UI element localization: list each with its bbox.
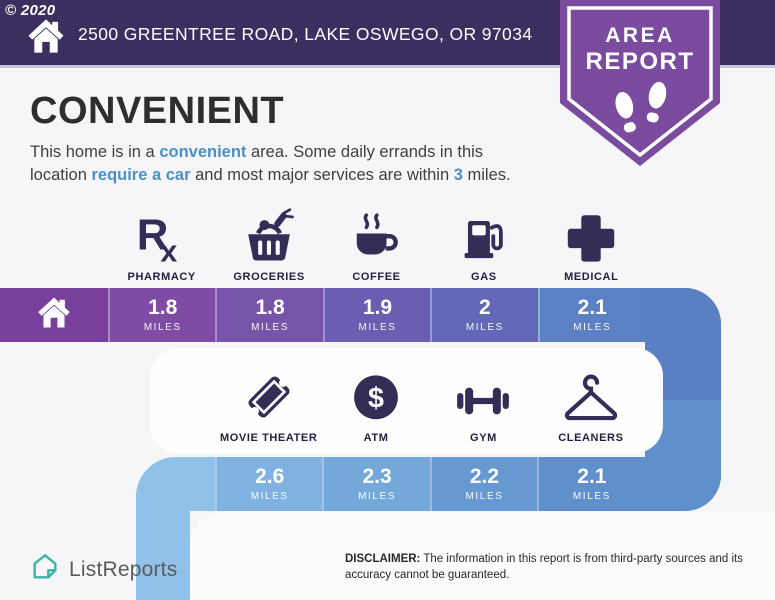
disclaimer-text: The information in this report is from t… (345, 553, 743, 582)
movie-ticket-icon (240, 368, 298, 426)
svg-text:$: $ (368, 382, 384, 414)
disclaimer: DISCLAIMER: The information in this repo… (345, 551, 753, 583)
amenity-atm: $ ATM (322, 360, 429, 444)
distance-cell-gas: 2 MILES (430, 288, 538, 342)
amenity-movie-theater: MOVIE THEATER (215, 360, 322, 444)
amenity-coffee: COFFEE (323, 203, 430, 283)
svg-text:x: x (160, 235, 177, 265)
bar-home-cell (0, 288, 108, 342)
amenity-groceries: GROCERIES (215, 203, 322, 283)
badge-title-area: AREA (605, 24, 675, 47)
coffee-cup-icon (348, 207, 404, 265)
svg-text:R: R (136, 211, 168, 260)
footer-card (190, 513, 775, 600)
badge-title-report: REPORT (585, 48, 695, 75)
amenity-icon-row-2: MOVIE THEATER $ ATM GYM (215, 360, 645, 444)
distance-cell-movie-theater: 2.6 MILES (215, 457, 323, 511)
pharmacy-rx-icon: R x (135, 207, 189, 265)
amenity-gas: GAS (430, 203, 537, 283)
property-address: 2500 GREENTREE ROAD, LAKE OSWEGO, OR 970… (78, 23, 533, 44)
desc-highlight-convenient: convenient (159, 143, 247, 161)
footprints-icon (615, 81, 667, 133)
desc-seg: and most major services are within (190, 166, 454, 185)
hanger-icon (561, 368, 621, 426)
distance-bar-1: 1.8 MILES 1.8 MILES 1.9 MILES 2 MILES 2.… (0, 288, 721, 342)
gym-dumbbell-icon (453, 368, 513, 426)
area-report-badge: AREA REPORT (556, 0, 724, 172)
page-title: CONVENIENT (30, 90, 285, 132)
desc-seg: miles. (462, 166, 511, 185)
amenity-card-row-2 (150, 348, 663, 453)
amenity-medical: MEDICAL (538, 203, 645, 283)
distance-cell-cleaners: 2.1 MILES (537, 457, 645, 511)
medical-cross-icon (564, 207, 618, 265)
gas-pump-icon (457, 207, 511, 265)
grocery-basket-icon (240, 207, 298, 265)
distance-cell-pharmacy: 1.8 MILES (108, 288, 216, 342)
disclaimer-label: DISCLAIMER: (345, 553, 421, 565)
distance-bar-2: 2.6 MILES 2.3 MILES 2.2 MILES 2.1 MILES (136, 457, 721, 511)
atm-dollar-icon: $ (349, 368, 403, 426)
desc-highlight-car: require a car (91, 166, 191, 185)
bar2-lead-segment (136, 457, 215, 511)
desc-seg: This home is in a (30, 143, 160, 161)
distance-cell-coffee: 1.9 MILES (322, 288, 431, 342)
brand-name: ListReports (69, 557, 178, 581)
home-icon (26, 15, 66, 62)
desc-highlight-miles: 3 (453, 166, 463, 185)
distance-cell-atm: 2.3 MILES (322, 457, 430, 511)
desc-seg: area. Some daily errands in this locatio… (30, 143, 484, 185)
distance-cell-groceries: 1.8 MILES (215, 288, 323, 342)
home-icon (36, 296, 72, 334)
distance-cell-gym: 2.2 MILES (429, 457, 538, 511)
listreports-mark-icon (30, 552, 60, 587)
listreports-logo: ListReports (30, 552, 177, 587)
amenity-pharmacy: R x PHARMACY (108, 203, 215, 283)
amenity-cleaners: CLEANERS (537, 360, 644, 444)
copyright-text: © 2020 (5, 2, 56, 19)
amenity-gym: GYM (430, 360, 537, 444)
amenity-icon-row-1: R x PHARMACY GROCERIES (108, 203, 645, 283)
distance-cell-medical: 2.1 MILES (537, 288, 645, 342)
area-description: This home is in a convenient area. Some … (30, 141, 535, 188)
